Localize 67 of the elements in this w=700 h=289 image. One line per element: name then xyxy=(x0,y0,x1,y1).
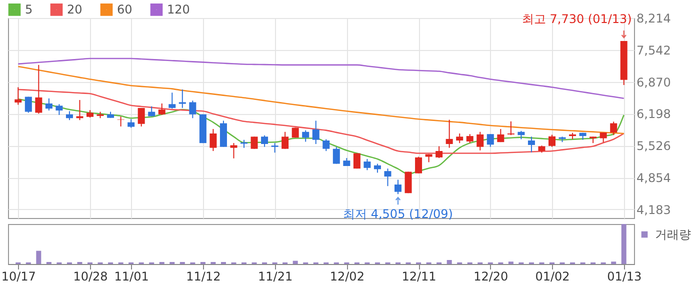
x-tick-label: 10/17 xyxy=(1,270,36,284)
legend-label: 20 xyxy=(67,2,82,17)
candlestick xyxy=(507,120,514,136)
bar xyxy=(292,260,298,264)
candlestick xyxy=(497,128,504,143)
candlestick xyxy=(189,100,196,119)
candlestick xyxy=(117,116,124,127)
candlestick xyxy=(302,130,310,142)
bar xyxy=(621,224,626,264)
candlestick xyxy=(610,121,618,136)
x-tick-label: 01/13 xyxy=(607,270,642,284)
candlestick xyxy=(446,119,453,148)
candlestick xyxy=(261,134,268,148)
x-tick-label: 11/21 xyxy=(258,270,293,284)
candlestick xyxy=(415,156,422,174)
candlestick xyxy=(384,168,392,187)
candlestick xyxy=(486,134,494,148)
candlestick xyxy=(220,120,227,148)
candlestick xyxy=(35,64,42,114)
y-tick-label: 8,214 xyxy=(636,12,671,26)
x-tick-label: 11/01 xyxy=(114,270,149,284)
candlestick xyxy=(456,132,464,144)
candlestick xyxy=(600,132,607,143)
x-tick-label: 11/12 xyxy=(186,270,221,284)
bar xyxy=(36,250,42,264)
bar xyxy=(446,260,452,264)
y-tick-label: 6,870 xyxy=(636,75,671,90)
legend-label: 120 xyxy=(167,2,190,17)
y-tick-label: 4,183 xyxy=(636,202,671,217)
candlestick xyxy=(282,131,289,150)
candlestick xyxy=(394,179,402,195)
candlestick xyxy=(476,131,484,151)
candlestick xyxy=(76,100,84,121)
legend-label: 거래량 xyxy=(655,228,691,242)
candlestick xyxy=(178,88,186,108)
x-tick-label: 12/02 xyxy=(330,270,364,284)
candlestick xyxy=(45,98,52,111)
legend-label: 60 xyxy=(117,2,132,17)
candlestick xyxy=(364,158,371,171)
y-tick-label: 7,542 xyxy=(636,43,671,58)
x-tick-label: 10/28 xyxy=(73,270,108,284)
candlestick xyxy=(168,92,176,110)
candlestick xyxy=(138,107,145,127)
y-tick-label: 6,198 xyxy=(636,107,671,122)
candlestick xyxy=(250,136,258,150)
line-series xyxy=(17,58,625,100)
candlestick xyxy=(158,102,166,116)
candlestick xyxy=(312,120,320,145)
candlestick xyxy=(56,104,63,116)
annotation: 최고 7,730 (01/13) xyxy=(522,12,632,26)
annotation: 최저 4,505 (12/09) xyxy=(343,207,453,222)
legend-label: 5 xyxy=(25,2,33,17)
candlestick xyxy=(230,142,238,159)
x-tick-label: 12/20 xyxy=(474,270,508,284)
candlestick xyxy=(332,146,340,164)
candlestick xyxy=(548,134,556,148)
candlestick xyxy=(436,146,443,159)
y-tick-label: 4,854 xyxy=(636,171,671,186)
candlestick xyxy=(14,86,22,106)
x-tick-label: 12/11 xyxy=(402,270,436,284)
candlestick xyxy=(24,96,32,114)
candlestick xyxy=(271,142,278,154)
candlestick xyxy=(210,128,217,152)
candlestick xyxy=(528,136,535,153)
x-tick-label: 01/02 xyxy=(535,270,570,284)
candlestick xyxy=(322,138,330,152)
y-tick-label: 5,526 xyxy=(636,139,671,154)
